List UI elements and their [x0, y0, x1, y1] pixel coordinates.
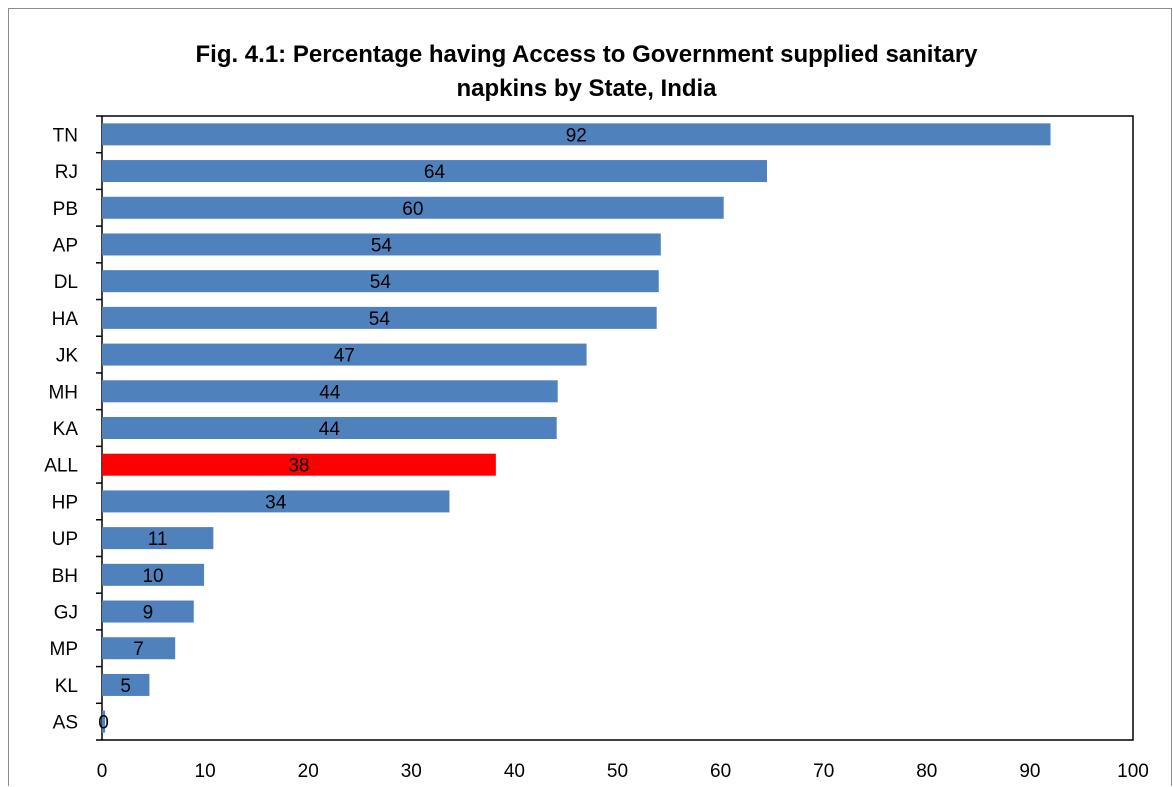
y-tick-label-up: UP: [52, 529, 78, 550]
x-tick-label-40: 40: [504, 761, 525, 782]
x-tick-label-90: 90: [1019, 761, 1040, 782]
bar-up: [102, 527, 214, 550]
y-tick-label-tn: TN: [53, 125, 78, 146]
y-tick-label-rj: RJ: [55, 162, 78, 183]
bar-gj: [102, 600, 194, 623]
data-label-tn: 92: [566, 125, 587, 146]
chart-title-line-2: napkins by State, India: [456, 75, 717, 102]
bar-mp: [102, 637, 176, 660]
data-label-dl: 54: [370, 272, 392, 293]
bar-dl: [102, 270, 659, 293]
bar-pb: [102, 196, 724, 219]
data-label-ka: 44: [319, 419, 341, 440]
x-tick-label-50: 50: [607, 761, 628, 782]
bar-ap: [102, 233, 661, 256]
data-label-ap: 54: [371, 235, 393, 256]
data-label-bh: 10: [142, 566, 163, 587]
y-tick-label-hp: HP: [52, 492, 78, 513]
y-tick-label-bh: BH: [52, 566, 78, 587]
y-tick-label-jk: JK: [56, 346, 79, 367]
data-label-gj: 9: [143, 603, 154, 624]
bar-mh: [102, 380, 558, 403]
data-label-pb: 60: [402, 199, 423, 220]
x-tick-label-20: 20: [298, 761, 319, 782]
y-tick-label-gj: GJ: [54, 603, 78, 624]
data-label-all: 38: [288, 456, 309, 477]
y-tick-label-as: AS: [53, 713, 78, 734]
data-label-as: 0: [98, 713, 109, 734]
y-tick-label-pb: PB: [53, 199, 78, 220]
chart-title: Fig. 4.1: Percentage having Access to Go…: [0, 38, 1173, 106]
x-tick-label-60: 60: [710, 761, 731, 782]
x-tick-label-100: 100: [1117, 761, 1149, 782]
bar-rj: [102, 160, 767, 183]
y-tick-label-ap: AP: [53, 235, 78, 256]
bar-ha: [102, 306, 657, 329]
data-label-rj: 64: [424, 162, 446, 183]
bar-all: [102, 453, 496, 476]
data-label-hp: 34: [265, 492, 287, 513]
y-tick-label-dl: DL: [54, 272, 78, 293]
y-tick-label-ka: KA: [53, 419, 79, 440]
x-tick-label-0: 0: [97, 761, 108, 782]
data-label-mp: 7: [133, 639, 144, 660]
y-tick-label-ha: HA: [52, 309, 79, 330]
y-tick-label-mh: MH: [48, 382, 78, 403]
data-label-jk: 47: [334, 346, 355, 367]
bar-as: [102, 710, 106, 733]
bar-jk: [102, 343, 587, 366]
y-tick-label-kl: KL: [55, 676, 78, 697]
bar-kl: [102, 673, 150, 696]
chart-frame: [8, 8, 1172, 786]
y-tick-label-mp: MP: [50, 639, 79, 660]
data-label-mh: 44: [319, 382, 341, 403]
bar-bh: [102, 563, 205, 586]
bar-hp: [102, 490, 450, 513]
x-tick-label-80: 80: [916, 761, 937, 782]
bar-ka: [102, 417, 557, 439]
x-tick-label-30: 30: [401, 761, 422, 782]
x-tick-label-10: 10: [195, 761, 216, 782]
x-tick-label-70: 70: [813, 761, 834, 782]
data-label-ha: 54: [369, 309, 391, 330]
bar-tn: [102, 123, 1051, 146]
data-label-kl: 5: [120, 676, 131, 697]
data-label-up: 11: [148, 529, 168, 550]
chart-title-line-1: Fig. 4.1: Percentage having Access to Go…: [195, 41, 978, 68]
y-tick-label-all: ALL: [44, 456, 78, 477]
